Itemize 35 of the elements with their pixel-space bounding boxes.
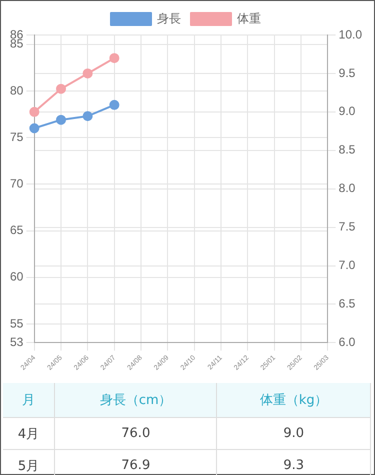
text: 76.9 xyxy=(54,450,217,475)
legend-label: 体重 xyxy=(237,11,261,26)
text: 月 xyxy=(3,383,55,418)
text: 体重（kg） xyxy=(216,383,370,418)
point xyxy=(82,111,93,122)
text: 9.0 xyxy=(216,418,370,450)
y-tick-label: 55 xyxy=(10,316,24,330)
text: 5月 xyxy=(3,450,55,475)
text: 9.3 xyxy=(216,450,370,475)
y2-tick-label: 6.5 xyxy=(338,296,356,311)
point xyxy=(109,53,120,64)
legend-label: 身長 xyxy=(157,11,181,26)
y2-tick-label: 8.0 xyxy=(338,181,356,196)
text: 身長（cm） xyxy=(54,383,217,418)
point xyxy=(29,123,40,134)
y-tick-label: 65 xyxy=(10,223,24,238)
point xyxy=(29,106,40,117)
point xyxy=(56,114,66,125)
y-tick-label: 60 xyxy=(10,270,24,284)
y2-tick-label: 9.0 xyxy=(338,104,356,118)
y2-tick-label: 10.0 xyxy=(338,27,362,42)
y2-tick-label: 7.0 xyxy=(338,258,356,272)
y-tick-label: 80 xyxy=(10,83,24,98)
point xyxy=(56,84,66,94)
y-tick-label: 53 xyxy=(10,334,24,349)
text: 76.0 xyxy=(54,418,217,450)
y2-tick-label: 6.0 xyxy=(338,334,356,349)
y-tick-label: 75 xyxy=(10,130,24,144)
y-tick-label: 70 xyxy=(10,176,24,190)
text: 4月 xyxy=(3,418,55,450)
y2-tick-label: 7.5 xyxy=(338,220,356,234)
y2-tick-label: 8.5 xyxy=(338,142,356,157)
y2-tick-label: 9.5 xyxy=(338,66,356,80)
point xyxy=(109,100,120,110)
point xyxy=(82,68,93,78)
